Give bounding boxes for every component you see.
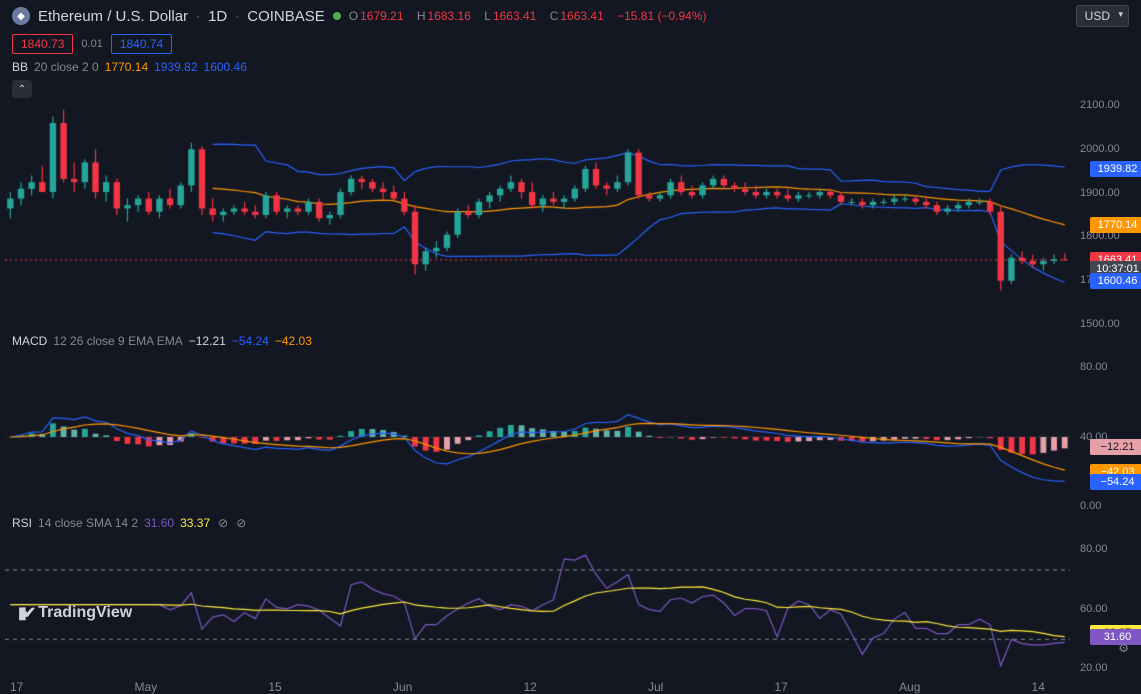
currency-select[interactable]: USD [1076,5,1129,27]
bid-ask-row: 1840.73 0.01 1840.74 [0,32,1141,56]
bid-price[interactable]: 1840.73 [12,34,73,54]
rsi-name[interactable]: RSI [12,516,32,530]
price-y-axis: 2100.002000.001900.001800.001700.001500.… [1075,100,1141,330]
ask-price[interactable]: 1840.74 [111,34,172,54]
interval[interactable]: 1D [208,8,227,25]
exchange: COINBASE [247,8,325,25]
macd-chart[interactable]: 80.0040.000.00 −12.21−42.03−54.24 [5,362,1070,512]
spread: 0.01 [81,38,102,50]
price-chart[interactable]: 2100.002000.001900.001800.001700.001500.… [5,100,1070,330]
eth-icon: ◆ [12,7,30,25]
rsi-chart[interactable]: 80.0060.0020.00 33.3731.60 [5,544,1070,674]
chart-header: ◆ Ethereum / U.S. Dollar · 1D · COINBASE… [0,0,1141,32]
bb-name[interactable]: BB [12,60,28,74]
macd-indicator-row: MACD 12 26 close 9 EMA EMA −12.21 −54.24… [0,330,1141,352]
visibility-icon[interactable]: ⊘ [218,516,228,530]
symbol-title[interactable]: Ethereum / U.S. Dollar [38,8,188,25]
tradingview-logo[interactable]: ▮✔ TradingView [18,603,132,623]
visibility-icon-2[interactable]: ⊘ [236,516,246,530]
live-indicator [333,12,341,20]
rsi-y-axis: 80.0060.0020.00 [1075,544,1141,674]
time-axis: 17May15Jun12Jul17Aug14 [0,674,1065,694]
macd-name[interactable]: MACD [12,334,47,348]
ohlc-display: O1679.21 H1683.16 L1663.41 C1663.41 −15.… [349,9,707,23]
collapse-button[interactable]: ⌃ [12,80,32,98]
settings-icon[interactable]: ⚙ [1118,641,1129,655]
rsi-indicator-row: RSI 14 close SMA 14 2 31.60 33.37 ⊘ ⊘ [0,512,1141,534]
logo-icon: ▮✔ [18,603,32,623]
bb-indicator-row: BB 20 close 2 0 1770.14 1939.82 1600.46 [0,56,1141,78]
